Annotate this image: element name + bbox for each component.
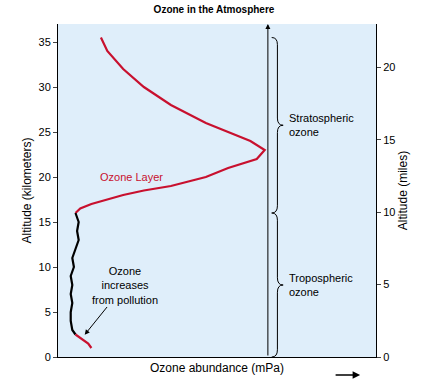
svg-text:Ozone abundance (mPa): Ozone abundance (mPa) xyxy=(150,361,284,375)
svg-text:10: 10 xyxy=(383,206,395,218)
svg-text:25: 25 xyxy=(39,126,51,138)
svg-text:5: 5 xyxy=(45,306,51,318)
svg-text:Troposphericozone: Troposphericozone xyxy=(289,272,353,298)
svg-text:Altitude (miles): Altitude (miles) xyxy=(396,151,410,230)
svg-text:20: 20 xyxy=(383,61,395,73)
svg-text:5: 5 xyxy=(383,278,389,290)
svg-text:10: 10 xyxy=(39,261,51,273)
svg-text:Ozoneincreasesfrom pollution: Ozoneincreasesfrom pollution xyxy=(92,265,158,306)
svg-text:Altitude (kilometers): Altitude (kilometers) xyxy=(20,137,34,243)
svg-text:15: 15 xyxy=(383,134,395,146)
svg-text:15: 15 xyxy=(39,216,51,228)
svg-text:Ozone in the Atmosphere: Ozone in the Atmosphere xyxy=(154,4,275,15)
svg-text:0: 0 xyxy=(383,351,389,363)
svg-text:30: 30 xyxy=(39,81,51,93)
svg-text:Stratosphericozone: Stratosphericozone xyxy=(289,112,354,138)
svg-text:0: 0 xyxy=(45,351,51,363)
svg-text:35: 35 xyxy=(39,36,51,48)
svg-text:20: 20 xyxy=(39,171,51,183)
svg-text:Ozone Layer: Ozone Layer xyxy=(100,171,163,183)
